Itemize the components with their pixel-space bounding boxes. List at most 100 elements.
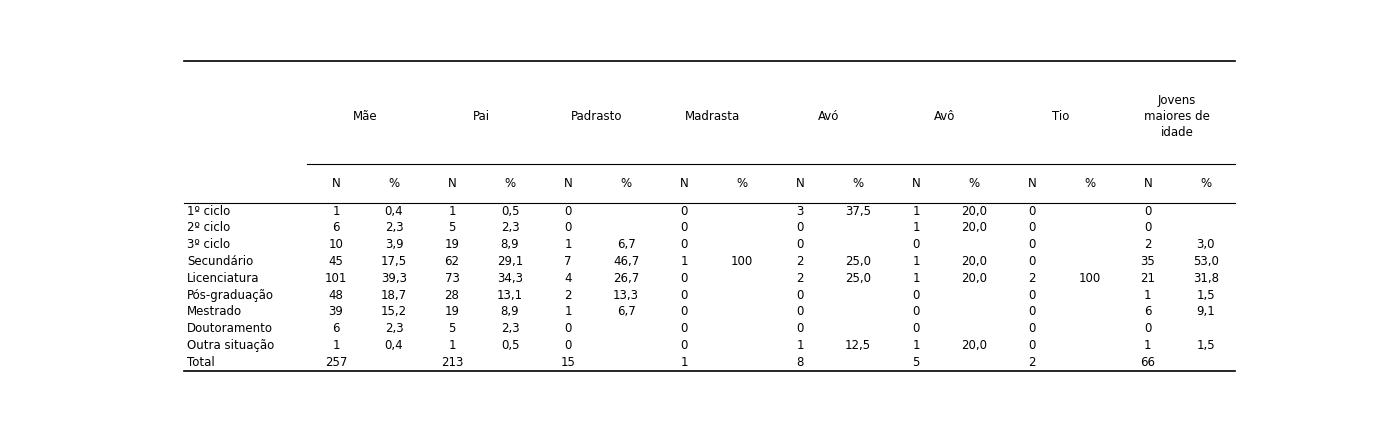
Text: 0,5: 0,5 [501,205,519,218]
Text: 5: 5 [912,356,919,369]
Text: Mestrado: Mestrado [187,305,242,318]
Text: 2,3: 2,3 [385,322,403,335]
Text: 9,1: 9,1 [1197,305,1215,318]
Text: 0: 0 [912,305,919,318]
Text: 6: 6 [332,322,340,335]
Text: 20,0: 20,0 [960,255,987,268]
Text: 0: 0 [681,238,688,251]
Text: %: % [505,177,516,190]
Text: 19: 19 [444,305,459,318]
Text: 0: 0 [1028,322,1035,335]
Text: 0: 0 [1028,205,1035,218]
Text: %: % [736,177,747,190]
Text: 35: 35 [1140,255,1156,268]
Text: 3,9: 3,9 [385,238,403,251]
Text: Padrasto: Padrasto [572,110,623,123]
Text: 0: 0 [1028,339,1035,352]
Text: 0: 0 [912,238,919,251]
Text: 1: 1 [565,238,572,251]
Text: 0: 0 [1145,205,1151,218]
Text: 31,8: 31,8 [1193,272,1219,285]
Text: 8,9: 8,9 [501,238,519,251]
Text: 0: 0 [796,305,804,318]
Text: 1: 1 [448,339,455,352]
Text: 0: 0 [1028,221,1035,234]
Text: %: % [969,177,980,190]
Text: 2: 2 [796,272,804,285]
Text: 0: 0 [565,339,572,352]
Text: 1: 1 [681,356,688,369]
Text: 1,5: 1,5 [1197,289,1215,301]
Text: Total: Total [187,356,215,369]
Text: 0: 0 [565,205,572,218]
Text: Madrasta: Madrasta [685,110,740,123]
Text: 1: 1 [912,205,920,218]
Text: Secundário: Secundário [187,255,253,268]
Text: 45: 45 [328,255,343,268]
Text: N: N [1027,177,1037,190]
Text: N: N [332,177,340,190]
Text: Avô: Avô [934,110,955,123]
Text: 3º ciclo: 3º ciclo [187,238,230,251]
Text: 100: 100 [731,255,753,268]
Text: %: % [1200,177,1211,190]
Text: 39: 39 [328,305,343,318]
Text: 20,0: 20,0 [960,339,987,352]
Text: 66: 66 [1140,356,1156,369]
Text: 1: 1 [332,205,340,218]
Text: 0: 0 [681,272,688,285]
Text: 20,0: 20,0 [960,205,987,218]
Text: 0,5: 0,5 [501,339,519,352]
Text: 53,0: 53,0 [1193,255,1219,268]
Text: 0: 0 [681,205,688,218]
Text: 29,1: 29,1 [497,255,523,268]
Text: 21: 21 [1140,272,1156,285]
Text: 1: 1 [1145,339,1151,352]
Text: 10: 10 [328,238,343,251]
Text: 1: 1 [448,205,455,218]
Text: 2,3: 2,3 [501,221,519,234]
Text: 8,9: 8,9 [501,305,519,318]
Text: 0: 0 [1028,255,1035,268]
Text: %: % [389,177,400,190]
Text: 2: 2 [1028,356,1035,369]
Text: 1: 1 [796,339,804,352]
Text: 18,7: 18,7 [381,289,407,301]
Text: 4: 4 [565,272,572,285]
Text: 62: 62 [444,255,459,268]
Text: 20,0: 20,0 [960,272,987,285]
Text: 0: 0 [565,221,572,234]
Text: 1º ciclo: 1º ciclo [187,205,230,218]
Text: Avó: Avó [818,110,840,123]
Text: 15: 15 [561,356,576,369]
Text: %: % [620,177,631,190]
Text: 25,0: 25,0 [846,255,871,268]
Text: N: N [447,177,457,190]
Text: 19: 19 [444,238,459,251]
Text: Licenciatura: Licenciatura [187,272,259,285]
Text: 13,1: 13,1 [497,289,523,301]
Text: 0: 0 [681,221,688,234]
Text: 2: 2 [565,289,572,301]
Text: 20,0: 20,0 [960,221,987,234]
Text: 0: 0 [681,289,688,301]
Text: 0: 0 [1028,305,1035,318]
Text: 0: 0 [796,221,804,234]
Text: Pai: Pai [472,110,490,123]
Text: Outra situação: Outra situação [187,339,274,352]
Text: 17,5: 17,5 [381,255,407,268]
Text: 0: 0 [1145,322,1151,335]
Text: 26,7: 26,7 [613,272,639,285]
Text: N: N [1143,177,1153,190]
Text: 1,5: 1,5 [1197,339,1215,352]
Text: Pós-graduação: Pós-graduação [187,289,274,301]
Text: 0,4: 0,4 [385,205,403,218]
Text: 2: 2 [796,255,804,268]
Text: 0: 0 [912,322,919,335]
Text: N: N [796,177,804,190]
Text: 5: 5 [448,221,455,234]
Text: 0: 0 [1028,238,1035,251]
Text: 0: 0 [681,339,688,352]
Text: 1: 1 [681,255,688,268]
Text: 39,3: 39,3 [381,272,407,285]
